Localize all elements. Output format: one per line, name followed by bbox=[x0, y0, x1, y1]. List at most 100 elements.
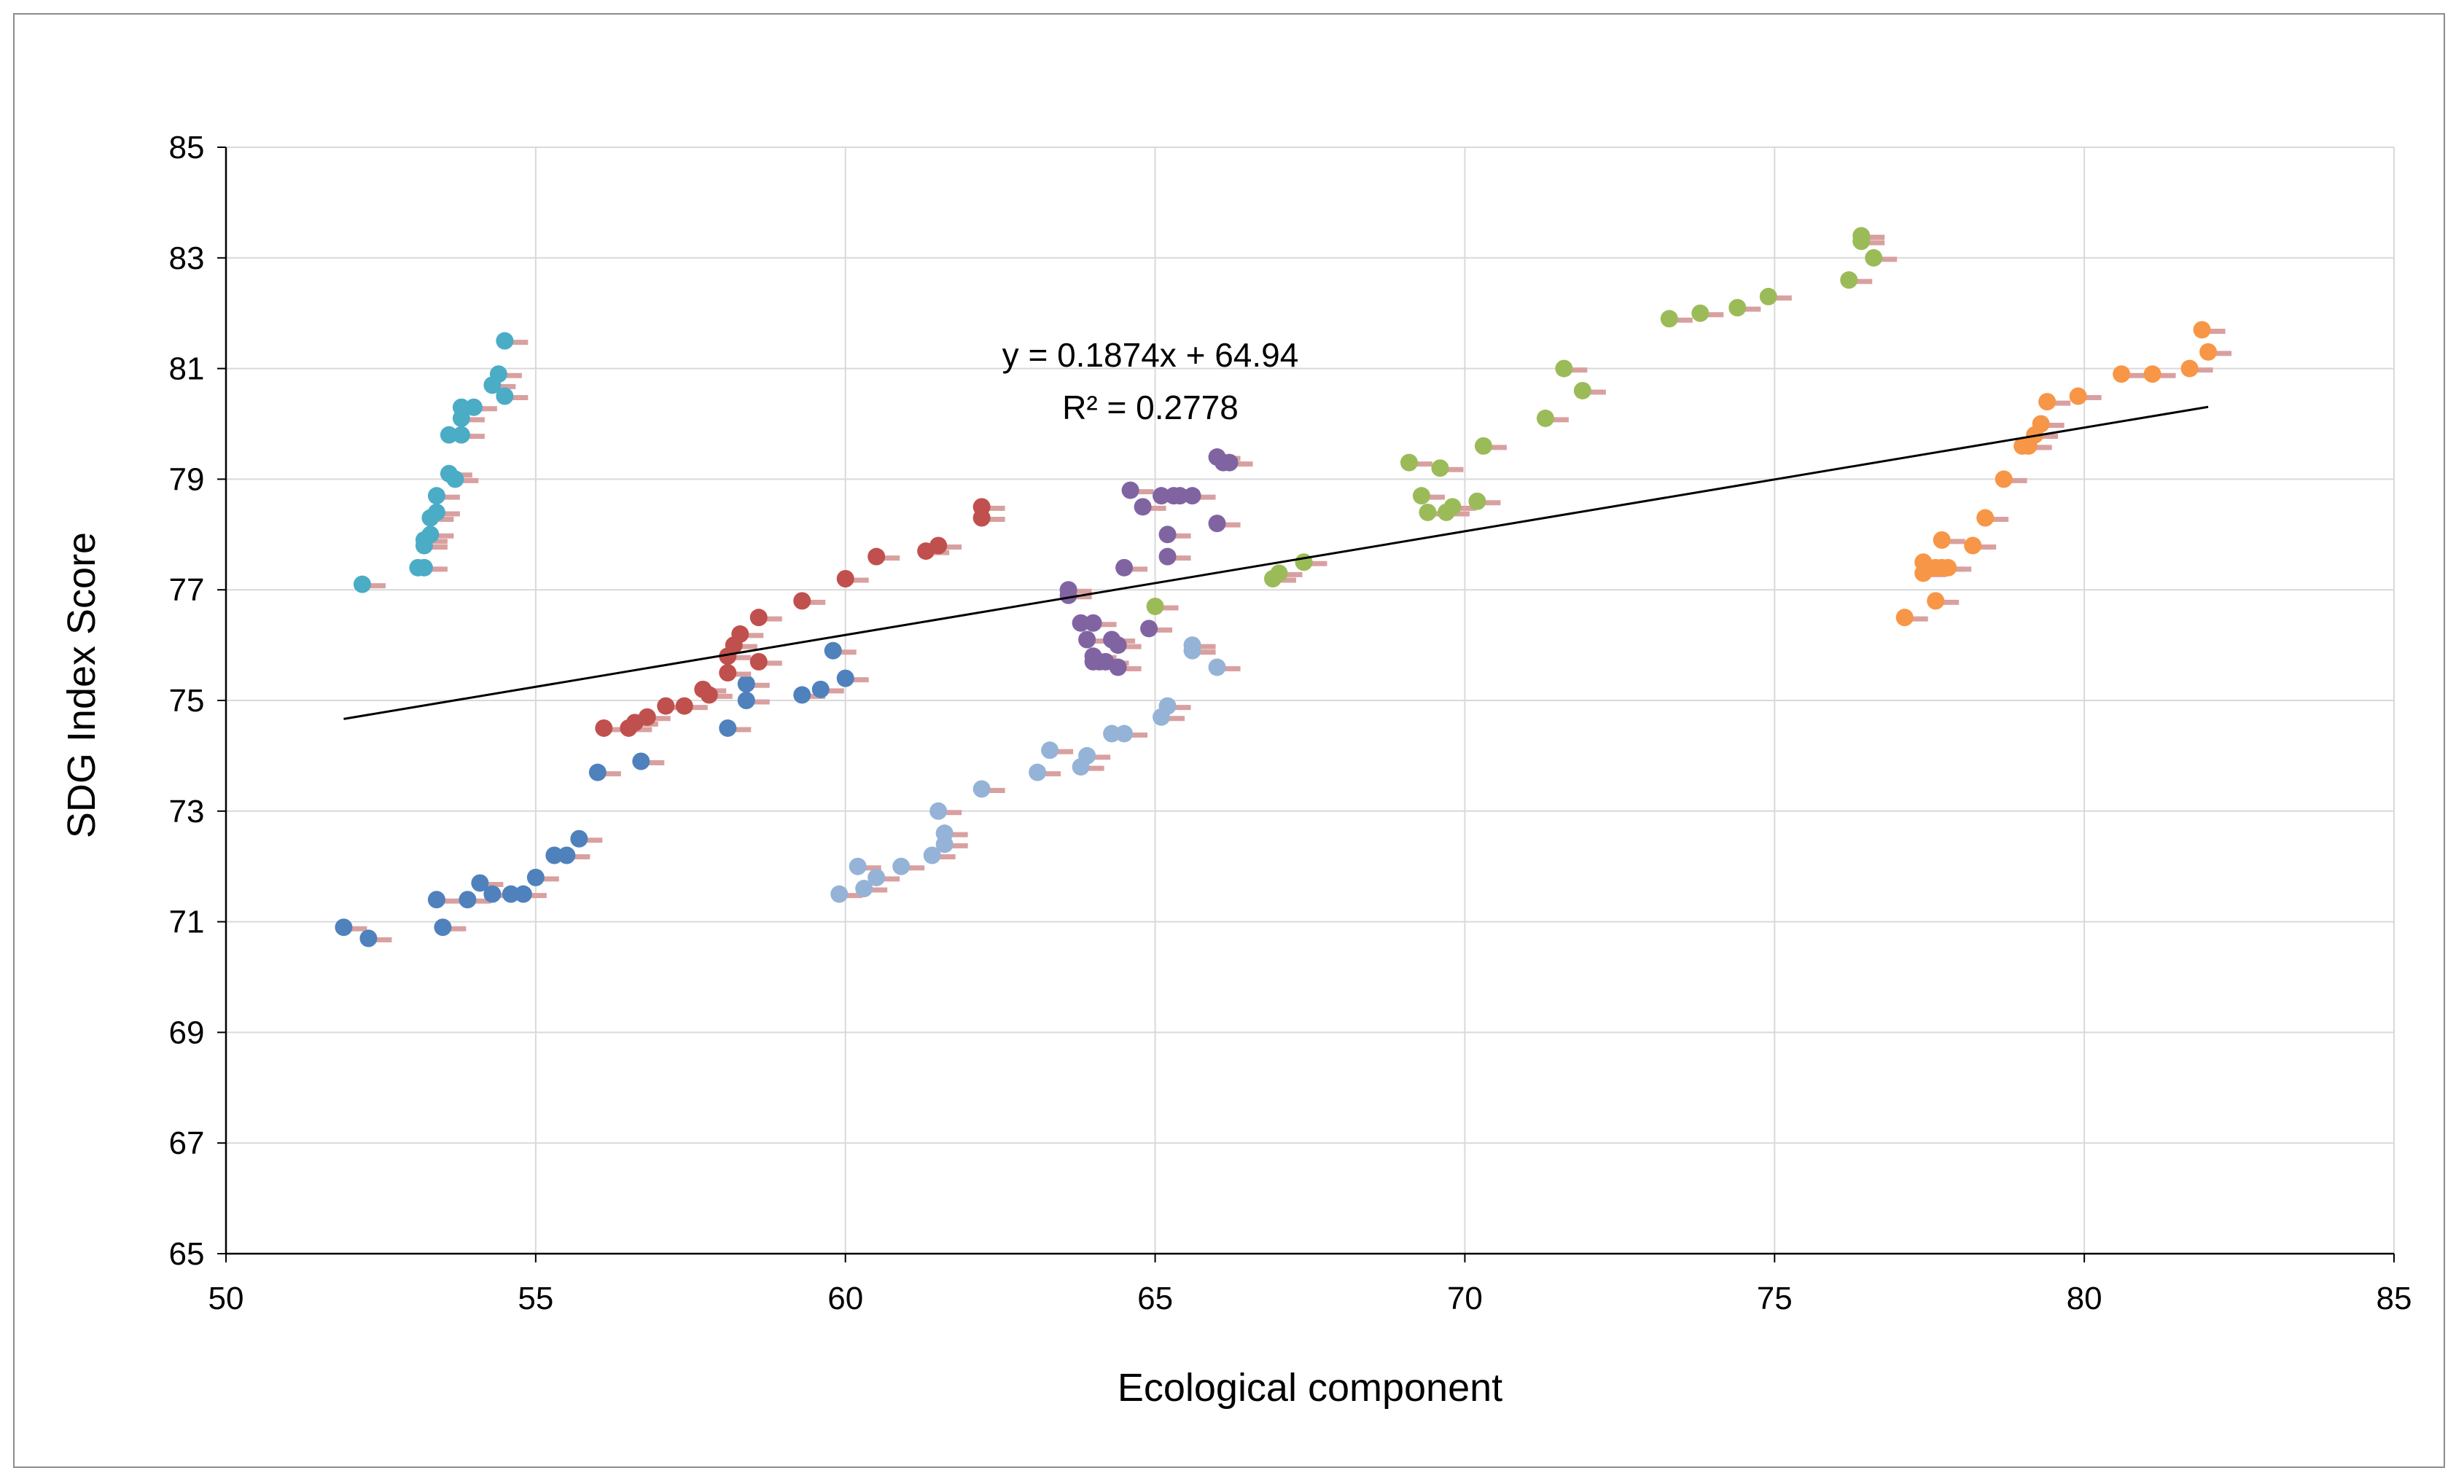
data-point bbox=[657, 697, 675, 715]
data-point bbox=[1078, 746, 1096, 765]
data-point bbox=[929, 536, 948, 555]
data-point bbox=[353, 575, 371, 593]
data-point bbox=[1400, 453, 1418, 472]
data-point bbox=[570, 829, 588, 848]
data-point bbox=[1939, 558, 1957, 577]
data-point bbox=[929, 802, 948, 820]
data-point bbox=[1431, 459, 1449, 477]
data-point bbox=[1183, 487, 1201, 505]
data-point bbox=[1208, 658, 1226, 676]
data-point bbox=[359, 929, 378, 948]
data-point bbox=[700, 686, 718, 704]
x-axis-title: Ecological component bbox=[1118, 1366, 1502, 1410]
data-point bbox=[1468, 492, 1486, 510]
data-point bbox=[1728, 299, 1747, 317]
data-point bbox=[972, 780, 991, 798]
data-point bbox=[2143, 365, 2161, 383]
data-point bbox=[2193, 321, 2211, 339]
data-point bbox=[335, 918, 353, 937]
data-point bbox=[440, 426, 458, 444]
data-point bbox=[1146, 597, 1164, 615]
data-points bbox=[335, 227, 2232, 948]
data-point bbox=[972, 509, 991, 527]
x-tick-label: 80 bbox=[2067, 1281, 2102, 1316]
data-point bbox=[935, 835, 954, 854]
data-point bbox=[1573, 381, 1591, 399]
trendline-group bbox=[343, 405, 2209, 720]
data-point bbox=[471, 874, 489, 892]
data-point bbox=[892, 857, 911, 875]
data-point bbox=[1140, 620, 1158, 638]
data-point bbox=[719, 719, 737, 737]
data-point bbox=[1220, 453, 1239, 472]
data-point bbox=[1555, 359, 1573, 378]
y-tick-label: 85 bbox=[169, 130, 205, 165]
gridlines bbox=[226, 147, 2395, 1254]
data-point bbox=[1270, 564, 1288, 582]
series-7 bbox=[830, 636, 1241, 903]
series-4 bbox=[1059, 448, 1253, 676]
data-point bbox=[434, 918, 452, 937]
series-3 bbox=[1146, 227, 1898, 615]
x-tick-label: 70 bbox=[1447, 1281, 1483, 1316]
data-point bbox=[452, 398, 470, 416]
trendline-equation: y = 0.1874x + 64.94 bbox=[1002, 336, 1299, 374]
data-point bbox=[1121, 481, 1139, 499]
x-tick-label: 60 bbox=[827, 1281, 863, 1316]
x-tick-label: 65 bbox=[1137, 1281, 1173, 1316]
data-point bbox=[1115, 725, 1134, 743]
data-point bbox=[427, 487, 445, 505]
data-point bbox=[749, 609, 768, 627]
data-point bbox=[632, 752, 650, 770]
data-point bbox=[1691, 304, 1709, 322]
data-point bbox=[731, 625, 749, 643]
data-point bbox=[2113, 365, 2131, 383]
x-tick-label: 85 bbox=[2377, 1281, 2412, 1316]
data-point bbox=[836, 570, 854, 588]
data-point bbox=[1759, 287, 1777, 305]
x-tick-label: 50 bbox=[208, 1281, 244, 1316]
y-tick-label: 73 bbox=[169, 794, 205, 829]
trendline bbox=[343, 405, 2209, 720]
data-point bbox=[1865, 249, 1883, 267]
data-point bbox=[1536, 409, 1554, 427]
data-point bbox=[421, 526, 440, 544]
y-tick-label: 83 bbox=[169, 241, 205, 276]
data-point bbox=[545, 846, 564, 864]
data-point bbox=[793, 686, 811, 704]
data-point bbox=[2032, 415, 2050, 433]
data-point bbox=[1895, 609, 1914, 627]
data-point bbox=[1153, 487, 1171, 505]
data-point bbox=[749, 652, 768, 671]
data-point bbox=[427, 503, 445, 521]
series-5 bbox=[353, 332, 529, 593]
data-point bbox=[595, 719, 613, 737]
data-point bbox=[1109, 658, 1127, 676]
data-point bbox=[452, 426, 470, 444]
y-tick-label: 79 bbox=[169, 461, 205, 497]
data-point bbox=[1183, 636, 1201, 655]
x-tick-label: 75 bbox=[1757, 1281, 1793, 1316]
data-point bbox=[1115, 558, 1134, 577]
data-point bbox=[1158, 547, 1177, 566]
y-tick-label: 65 bbox=[169, 1236, 205, 1272]
data-point bbox=[483, 885, 502, 903]
data-point bbox=[923, 846, 941, 864]
data-point bbox=[1412, 487, 1430, 505]
data-point bbox=[737, 675, 755, 693]
data-point bbox=[1660, 310, 1678, 328]
data-point bbox=[1976, 509, 1995, 527]
data-point bbox=[824, 641, 842, 660]
data-point bbox=[1474, 437, 1492, 455]
data-point bbox=[2199, 343, 2218, 361]
data-point bbox=[1208, 515, 1226, 533]
data-point bbox=[427, 891, 445, 909]
data-point bbox=[1029, 763, 1047, 781]
y-axis-title: SDG Index Score bbox=[60, 532, 104, 838]
data-point bbox=[1443, 498, 1462, 516]
y-tick-label: 81 bbox=[169, 351, 205, 387]
data-point bbox=[1171, 487, 1189, 505]
y-tick-label: 77 bbox=[169, 572, 205, 608]
chart-frame bbox=[13, 13, 2445, 1468]
data-point bbox=[830, 885, 849, 903]
